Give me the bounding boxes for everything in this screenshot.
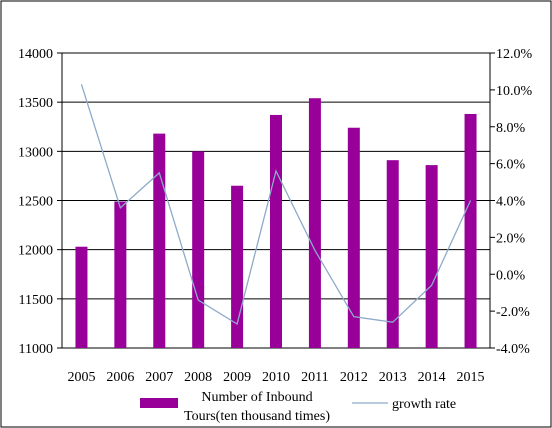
y-right-tick-label: 10.0% (496, 84, 533, 99)
left-y-axis-labels: 11000 11500 12000 12500 13000 13500 14000 (18, 47, 53, 357)
y-right-tick-label: 2.0% (496, 231, 526, 246)
x-tick-label: 2011 (301, 370, 328, 385)
y-right-tick-label: 4.0% (496, 195, 526, 210)
legend-line-label: growth rate (392, 397, 456, 412)
legend: Number of Inbound Tours(ten thousand tim… (140, 390, 456, 424)
bar (270, 114, 282, 348)
bar (425, 165, 438, 348)
y-left-tick-label: 13000 (18, 145, 53, 160)
line-series (80, 84, 472, 326)
x-tick-label: 2013 (379, 370, 407, 385)
x-tick-label: 2014 (418, 370, 446, 385)
bar (308, 98, 321, 348)
y-left-tick-label: 12000 (18, 244, 53, 259)
bar (464, 113, 477, 348)
bar-series (75, 98, 477, 348)
y-left-tick-label: 13500 (18, 96, 53, 111)
y-right-tick-label: -4.0% (496, 342, 530, 357)
x-axis-labels: 2005 2006 2007 2008 2009 2010 2011 2012 2013 2014… (67, 370, 484, 385)
x-tick-label: 2007 (145, 370, 173, 385)
bar (231, 185, 244, 348)
growth-rate-line (80, 84, 472, 326)
bar (153, 133, 166, 348)
gridlines (62, 52, 490, 349)
x-tick-label: 2006 (106, 370, 134, 385)
y-left-tick-label: 14000 (18, 47, 53, 62)
y-left-tick-label: 11500 (19, 293, 53, 308)
axes (57, 52, 495, 349)
y-right-tick-label: 12.0% (496, 47, 533, 62)
legend-bar-label-line2: Tours(ten thousand times) (184, 409, 330, 424)
x-tick-label: 2008 (184, 370, 212, 385)
legend-bar-label-line1: Number of Inbound (201, 390, 312, 405)
bar (114, 201, 127, 348)
bar (347, 127, 360, 348)
x-tick-label: 2010 (262, 370, 290, 385)
right-y-axis-labels: -4.0% -2.0% 0.0% 2.0% 4.0% 6.0% 8.0% 10.0% 12.0% (496, 47, 533, 357)
y-right-tick-label: 8.0% (496, 121, 526, 136)
bar (192, 151, 205, 348)
y-right-tick-label: -2.0% (496, 305, 530, 320)
bar (75, 246, 88, 348)
legend-bar-swatch (140, 398, 178, 408)
x-tick-label: 2005 (67, 370, 95, 385)
y-right-tick-label: 6.0% (496, 158, 526, 173)
y-left-tick-label: 12500 (18, 195, 53, 210)
x-tick-label: 2009 (223, 370, 251, 385)
x-tick-label: 2015 (457, 370, 485, 385)
bar (386, 160, 399, 348)
x-tick-label: 2012 (340, 370, 368, 385)
y-left-tick-label: 11000 (19, 342, 53, 357)
y-right-tick-label: 0.0% (496, 268, 526, 283)
